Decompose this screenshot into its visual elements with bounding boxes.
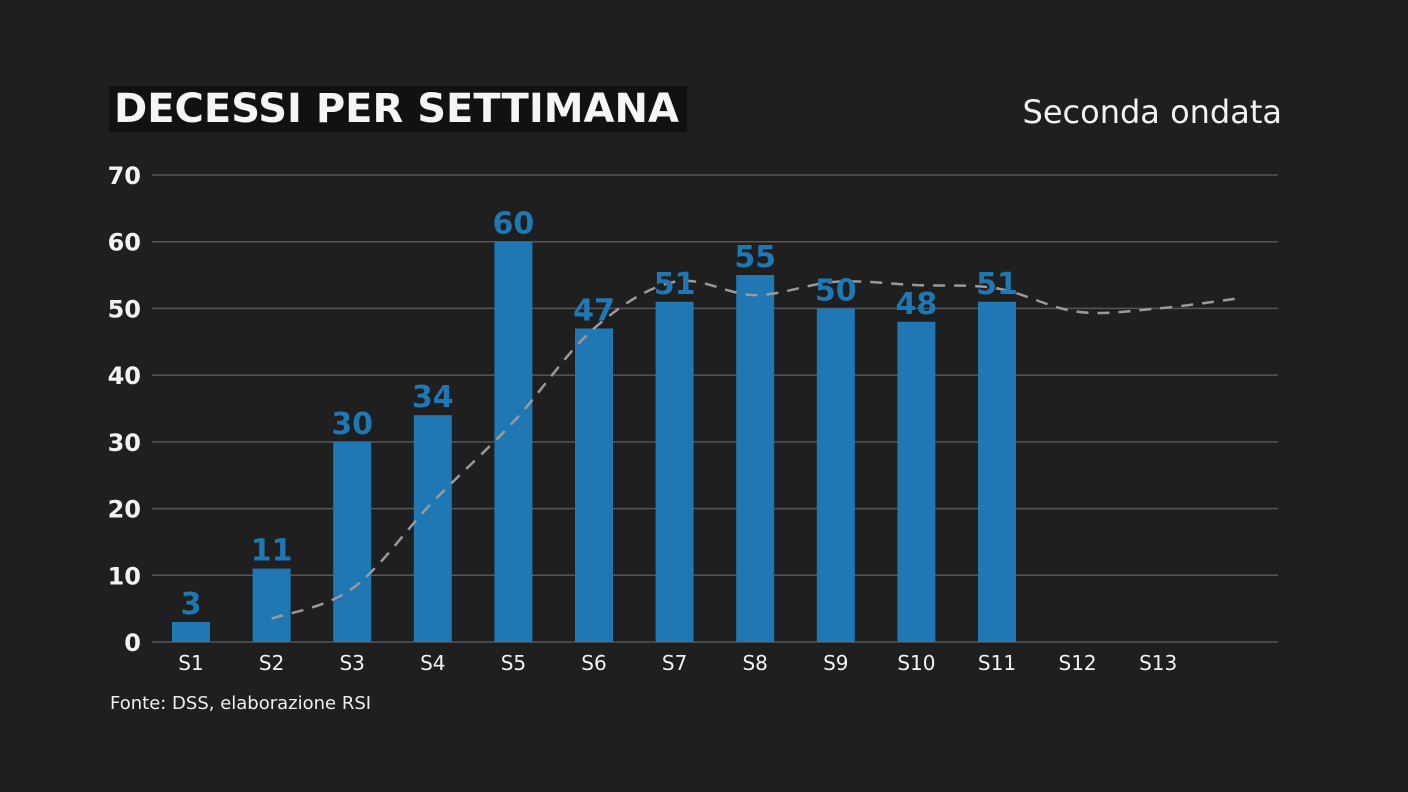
y-tick-label: 10	[108, 562, 141, 590]
bar-value-label: 30	[331, 407, 373, 442]
x-tick-label: S2	[259, 651, 284, 675]
chart-title: DECESSI PER SETTIMANA	[114, 86, 679, 132]
bar-s2	[252, 568, 291, 642]
x-axis-ticks: S1 S2 S3 S4 S5 S6 S7 S8 S9 S10 S11 S12 S13	[178, 651, 1177, 675]
x-tick-label: S11	[978, 651, 1016, 675]
y-tick-label: 50	[108, 295, 141, 323]
bar-s10	[897, 321, 936, 642]
x-tick-label: S5	[501, 651, 526, 675]
bar-value-label: 60	[493, 207, 535, 242]
x-tick-label: S12	[1059, 651, 1097, 675]
bar-s7	[655, 301, 694, 642]
bar-s6	[575, 328, 613, 642]
x-tick-label: S4	[420, 651, 445, 675]
bar-s8	[736, 275, 775, 642]
bars	[172, 241, 1016, 642]
bar-value-label: 48	[896, 287, 938, 322]
y-tick-label: 20	[108, 496, 141, 524]
x-tick-label: S1	[178, 651, 203, 675]
bar-value-label: 50	[815, 273, 857, 308]
x-tick-label: S7	[662, 651, 687, 675]
bar-data-labels: 3 11 30 34 60 47 51 55 50 48 51	[181, 207, 1018, 622]
bar-value-label: 51	[976, 267, 1018, 302]
chart-title-box: DECESSI PER SETTIMANA	[109, 86, 687, 132]
y-axis-ticks: 0 10 20 30 40 50 60 70	[108, 162, 141, 657]
x-tick-label: S10	[897, 651, 935, 675]
bar-s5	[494, 241, 533, 642]
y-tick-label: 70	[108, 162, 141, 190]
bar-value-label: 47	[573, 293, 615, 328]
bar-s1	[172, 621, 210, 642]
bar-value-label: 55	[734, 240, 776, 275]
x-tick-label: S6	[581, 651, 606, 675]
chart-source: Fonte: DSS, elaborazione RSI	[110, 693, 372, 714]
bar-s3	[333, 441, 372, 642]
bar-s9	[816, 308, 855, 642]
y-tick-label: 40	[108, 362, 141, 390]
x-tick-label: S13	[1139, 651, 1177, 675]
bar-value-label: 51	[654, 267, 696, 302]
bar-value-label: 11	[251, 534, 293, 569]
x-tick-label: S8	[742, 651, 767, 675]
y-tick-label: 0	[124, 629, 141, 657]
y-tick-label: 30	[108, 429, 141, 457]
x-tick-label: S3	[339, 651, 364, 675]
x-tick-label: S9	[823, 651, 848, 675]
y-tick-label: 60	[108, 229, 141, 257]
chart-subtitle: Seconda ondata	[1022, 93, 1282, 131]
bar-value-label: 34	[412, 380, 454, 415]
bar-s4	[413, 415, 452, 642]
bar-s11	[978, 301, 1016, 642]
bar-value-label: 3	[181, 587, 202, 622]
gridlines	[152, 174, 1278, 643]
